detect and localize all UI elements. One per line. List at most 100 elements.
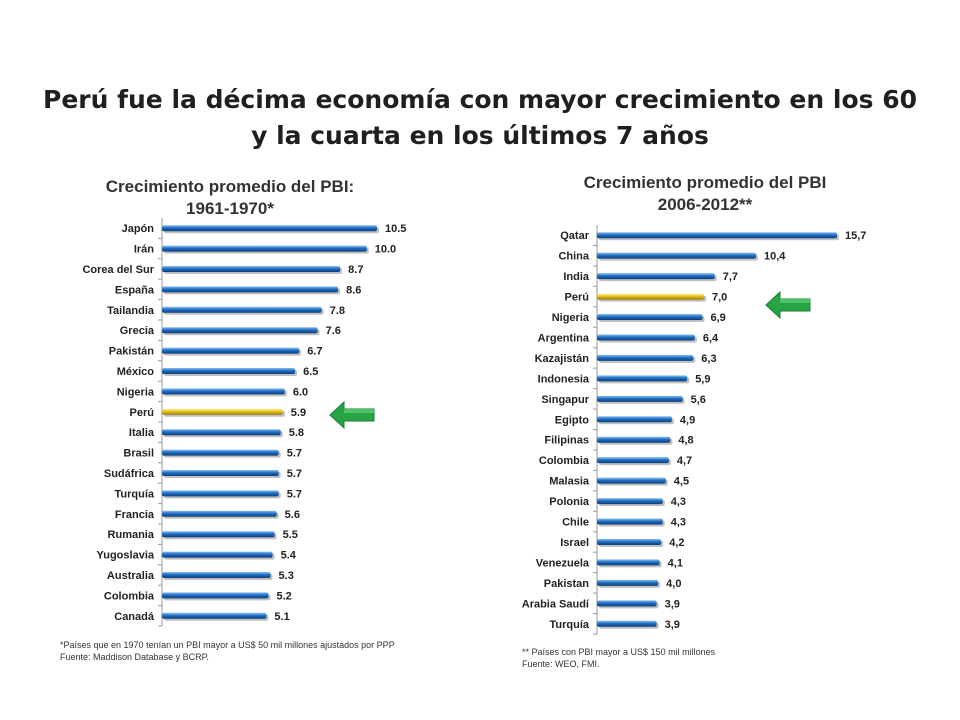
category-label: Rumania [108,529,155,541]
value-label: 15,7 [845,230,866,242]
category-label: Sudáfrica [104,468,155,480]
category-label: Colombia [539,455,590,467]
chart-title-line2: 1961-1970* [186,199,274,218]
chart-title-line2: 2006-2012** [657,195,753,214]
value-label: 5.9 [291,407,306,419]
green-left-arrow-icon [329,400,375,430]
value-label: 5,9 [695,373,710,385]
value-label: 6.7 [307,346,322,358]
bar-chart-2006-2012: Qatar 15,7 China 10,4 India 7,7 Perú 7,0 Nigeria… [522,225,866,635]
chart-title-line1: Crecimiento promedio del PBI: [105,177,355,196]
value-label: 5.1 [274,611,289,623]
bar [162,449,279,456]
value-label: 5.7 [287,488,302,500]
bar [597,354,694,361]
value-label: 5.7 [287,468,302,480]
value-label: 8.6 [346,284,361,296]
value-label: 10.0 [375,244,396,256]
value-label: 4,8 [678,435,693,447]
bar [162,572,271,578]
category-label: Malasia [549,476,590,488]
category-label: Pakistán [109,346,155,358]
value-label: 4,1 [668,557,683,569]
value-label: 4,5 [674,476,689,488]
value-label: 5.7 [287,448,302,460]
value-label: 4,3 [671,496,686,508]
category-label: España [115,284,155,296]
value-label: 5,6 [691,394,706,406]
value-label: 6,4 [703,332,719,344]
value-label: 5.3 [279,570,294,582]
value-label: 10,4 [764,251,786,263]
footnote-line: *Países que en 1970 tenían un PBI mayor … [60,640,395,650]
category-label: Polonia [549,496,590,508]
bar [597,579,659,586]
value-label: 4,7 [677,455,692,467]
bar [597,334,695,341]
category-label: Indonesia [538,373,590,385]
value-label: 4,9 [680,414,695,426]
bar [162,612,267,619]
bar [597,252,756,259]
category-label: Argentina [538,332,590,344]
value-label: 5.5 [283,529,298,541]
footnote-1961-1970: *Países que en 1970 tenían un PBI mayor … [60,639,395,663]
bar [597,273,715,280]
category-label: Japón [122,223,155,235]
value-label: 4,3 [671,517,686,529]
category-label: India [563,271,590,283]
bar [162,306,322,313]
category-label: Venezuela [536,557,590,569]
category-label: Colombia [104,590,155,602]
bar [162,266,341,272]
bar [162,347,300,354]
category-label: Irán [134,244,154,256]
value-label: 6,9 [710,312,725,324]
category-label: Tailandia [107,305,155,317]
category-label: Arabia Saudí [522,598,590,610]
bar [162,286,339,293]
category-label: Kazajistán [535,353,590,365]
value-label: 7.8 [330,305,345,317]
value-label: 3,9 [665,619,680,631]
category-label: Qatar [560,230,589,242]
category-label: Nigeria [552,312,590,324]
category-label: Italia [129,427,155,439]
bar [597,457,669,464]
category-label: Egipto [555,414,589,426]
bar [597,559,660,566]
bar-highlight [597,293,705,300]
bar [597,600,657,607]
bar [162,490,279,497]
value-label: 3,9 [665,598,680,610]
category-label: Grecia [120,325,155,337]
bar [162,531,275,538]
bar [162,225,377,232]
bar [597,498,663,505]
bar [597,538,662,545]
slide-title: Perú fue la décima economía con mayor cr… [43,85,917,150]
bar [597,416,672,423]
footnote-line: ** Países con PBI mayor a US$ 150 mil mi… [522,647,716,657]
category-label: México [117,366,155,378]
value-label: 4,2 [669,537,684,549]
category-label: China [558,251,589,263]
value-label: 7.6 [326,325,341,337]
bar [162,327,318,334]
value-label: 5.8 [289,427,304,439]
category-label: Yugoslavia [97,550,155,562]
category-label: Pakistan [544,578,590,590]
category-label: Turquía [549,619,589,631]
value-label: 6.0 [293,386,308,398]
value-label: 7,0 [712,292,727,304]
category-label: Turquía [114,488,154,500]
value-label: 6,3 [701,353,716,365]
value-label: 6.5 [303,366,318,378]
bar [597,232,837,239]
chart-title-line1: Crecimiento promedio del PBI [583,173,827,192]
source-line: Fuente: WEO, FMI. [522,659,600,669]
bar [597,436,671,443]
bar [162,592,269,599]
value-label: 5.4 [281,550,297,562]
bar [162,510,277,517]
